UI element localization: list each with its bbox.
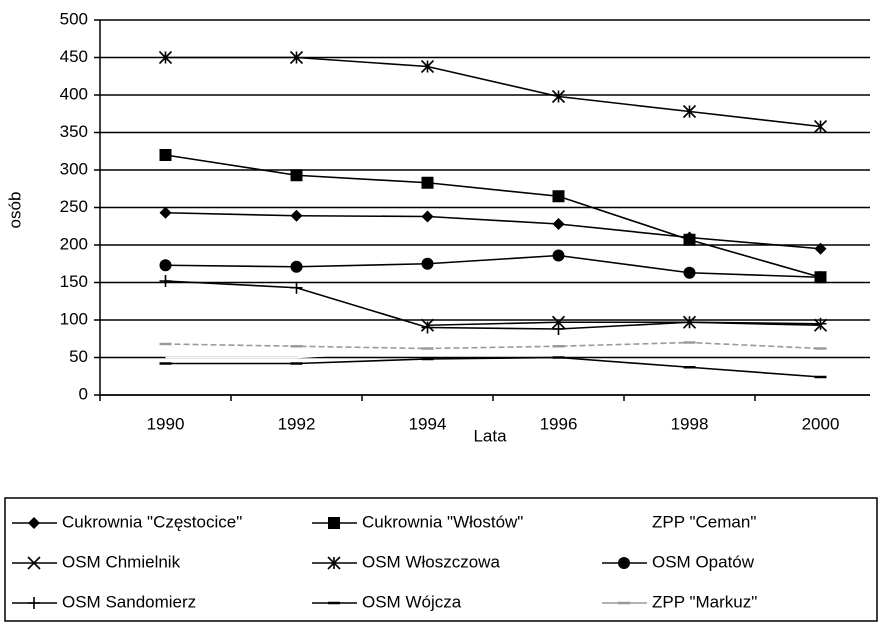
marker	[618, 557, 630, 569]
marker	[552, 323, 565, 335]
marker	[28, 597, 40, 609]
marker	[552, 249, 565, 262]
marker	[159, 259, 172, 272]
x-tick-label: 1994	[409, 414, 447, 433]
legend-label: OSM Wójcza	[362, 592, 462, 611]
marker	[159, 206, 172, 219]
marker	[420, 59, 435, 74]
marker	[814, 271, 827, 284]
y-axis-label: osób	[5, 192, 24, 229]
series-line	[165, 211, 821, 250]
x-tick-label: 1998	[671, 414, 709, 433]
marker	[289, 50, 304, 65]
y-tick-label: 300	[60, 159, 88, 178]
x-tick-label: 1990	[147, 414, 185, 433]
marker	[328, 517, 340, 529]
series-line	[165, 280, 821, 330]
y-tick-label: 500	[60, 9, 88, 28]
series-line	[165, 254, 821, 279]
marker	[551, 315, 566, 329]
marker	[683, 316, 696, 329]
legend-label: Cukrownia "Włostów"	[362, 512, 523, 531]
marker	[552, 190, 565, 203]
y-tick-label: 150	[60, 272, 88, 291]
marker	[421, 210, 434, 223]
y-tick-label: 50	[69, 347, 88, 366]
x-axis-label: Lata	[473, 426, 507, 445]
marker	[813, 119, 828, 134]
marker	[551, 89, 566, 104]
marker	[421, 257, 434, 270]
marker	[290, 169, 303, 182]
marker	[421, 321, 434, 334]
marker	[327, 556, 341, 570]
legend-label: ZPP "Ceman"	[652, 512, 756, 531]
y-tick-label: 450	[60, 47, 88, 66]
legend-label: OSM Opatów	[652, 552, 755, 571]
marker	[552, 218, 565, 230]
series-line	[165, 321, 821, 359]
y-tick-label: 100	[60, 309, 88, 328]
x-tick-label: 1992	[278, 414, 316, 433]
series-line	[165, 56, 821, 128]
y-tick-label: 0	[79, 384, 88, 403]
marker	[683, 266, 696, 279]
marker	[158, 50, 173, 65]
legend-label: OSM Chmielnik	[62, 552, 181, 571]
series-line	[165, 356, 821, 378]
marker	[683, 233, 696, 246]
y-tick-label: 350	[60, 122, 88, 141]
marker	[159, 275, 172, 287]
marker	[290, 209, 303, 222]
y-tick-label: 200	[60, 234, 88, 253]
marker	[159, 149, 172, 161]
marker	[290, 281, 303, 294]
x-tick-label: 1996	[540, 414, 578, 433]
series-line	[165, 154, 821, 279]
y-tick-label: 250	[60, 197, 88, 216]
legend-label: Cukrownia "Częstocice"	[62, 512, 242, 531]
series-line	[165, 341, 821, 350]
legend-label: OSM Sandomierz	[62, 592, 196, 611]
marker	[682, 104, 697, 119]
legend-label: ZPP "Markuz"	[652, 592, 757, 611]
y-tick-label: 400	[60, 84, 88, 103]
marker	[814, 242, 827, 255]
x-tick-label: 2000	[802, 414, 840, 433]
legend-box	[4, 497, 878, 622]
marker	[27, 556, 41, 570]
legend-label: OSM Włoszczowa	[362, 552, 500, 571]
marker	[814, 317, 827, 330]
marker	[421, 176, 434, 189]
marker	[290, 260, 303, 273]
marker	[28, 517, 40, 529]
